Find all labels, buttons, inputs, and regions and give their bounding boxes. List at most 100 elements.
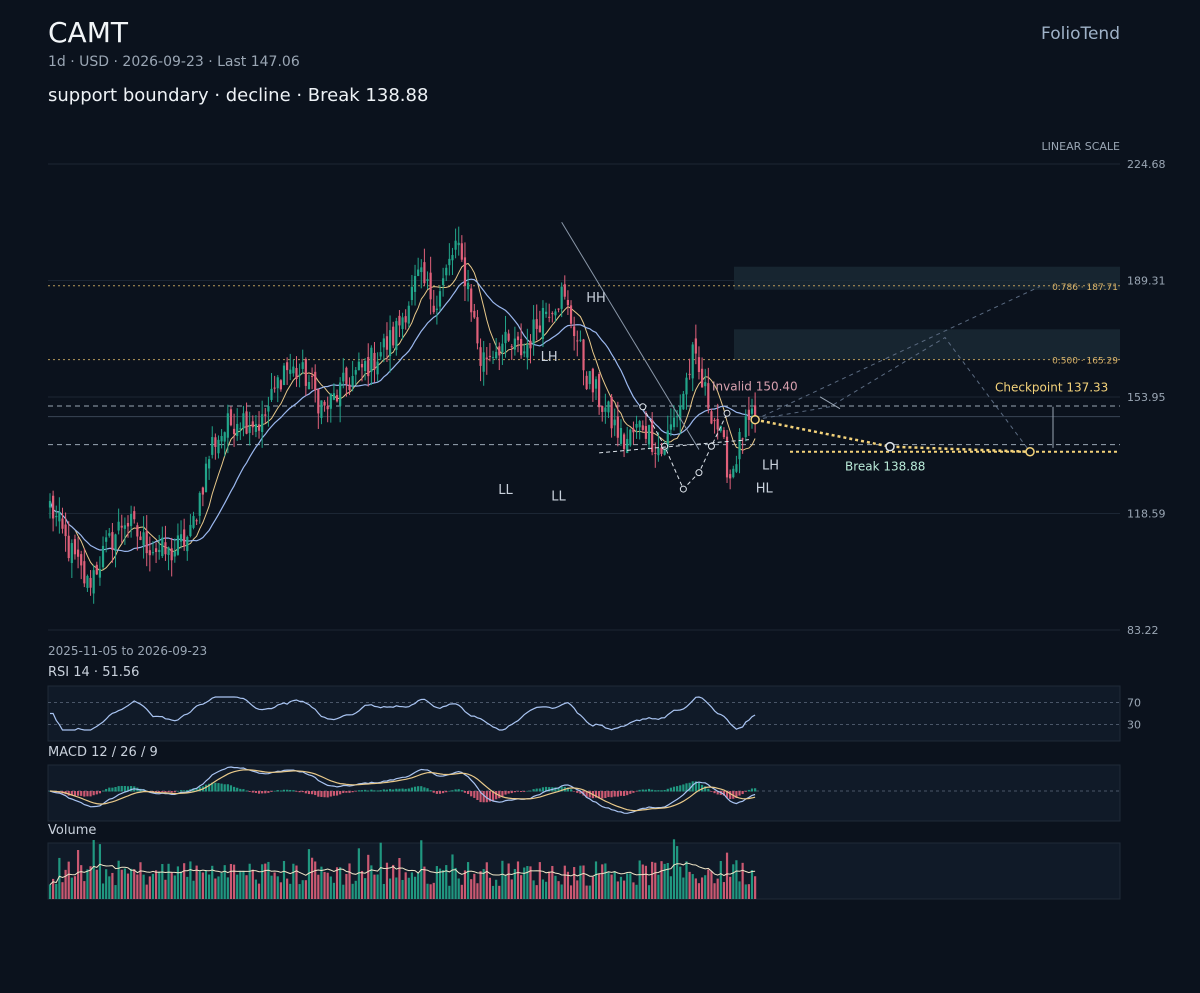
candle-body xyxy=(426,279,429,281)
macd-histogram-bar xyxy=(204,784,208,792)
macd-signal-line xyxy=(49,769,756,812)
macd-histogram-bar xyxy=(254,791,258,793)
volume-bar xyxy=(267,861,270,899)
candle-body xyxy=(114,534,117,552)
volume-bar xyxy=(254,879,258,899)
macd-histogram-bar xyxy=(304,791,307,794)
macd-histogram-bar xyxy=(357,790,360,792)
macd-histogram-bar xyxy=(685,783,688,792)
volume-bar xyxy=(120,869,123,899)
macd-histogram-bar xyxy=(398,788,401,792)
candle-body xyxy=(151,552,155,554)
volume-bar xyxy=(672,839,676,899)
date-range-label: 2025-11-05 to 2026-09-23 xyxy=(48,644,207,658)
macd-histogram-bar xyxy=(229,785,233,792)
pivot-label: LL xyxy=(498,483,513,498)
volume-bar xyxy=(276,876,279,899)
volume-bar xyxy=(626,873,629,899)
volume-ma-line xyxy=(49,862,756,885)
candle-body xyxy=(445,267,448,276)
macd-histogram-bar xyxy=(554,787,557,792)
volume-bar xyxy=(195,865,198,899)
macd-title: MACD 12 / 26 / 9 xyxy=(48,745,158,760)
candle-body xyxy=(279,380,282,390)
candle-body xyxy=(323,401,326,406)
candle-body xyxy=(254,423,258,432)
volume-bar xyxy=(257,883,261,899)
volume-bar xyxy=(179,871,183,899)
candle-body xyxy=(541,307,545,339)
volume-bar xyxy=(532,880,535,899)
volume-bar xyxy=(164,879,167,899)
pattern-outline xyxy=(642,406,728,490)
candle-body xyxy=(560,286,563,309)
macd-histogram-bar xyxy=(167,791,170,793)
volume-bar xyxy=(385,862,389,899)
candle-body xyxy=(170,548,173,561)
candle-body xyxy=(488,355,492,357)
volume-bar xyxy=(145,884,148,899)
macd-histogram-bar xyxy=(435,791,438,794)
candle-body xyxy=(173,551,176,557)
macd-histogram-bar xyxy=(245,790,248,792)
volume-bar xyxy=(607,872,610,899)
volume-bar xyxy=(622,880,626,899)
macd-histogram-bar xyxy=(641,789,644,792)
candle-body xyxy=(164,542,167,555)
macd-histogram-bar xyxy=(663,790,666,792)
volume-bar xyxy=(576,880,579,899)
candle-body xyxy=(722,430,726,438)
macd-histogram-bar xyxy=(251,791,254,793)
macd-histogram-bar xyxy=(676,786,679,792)
macd-histogram-bar xyxy=(364,789,367,792)
volume-bar xyxy=(360,870,364,899)
volume-bar xyxy=(101,883,105,899)
macd-panel: MACD 12 / 26 / 9 xyxy=(47,745,1121,822)
candle-body xyxy=(261,414,264,432)
candle-body xyxy=(208,459,211,469)
macd-histogram-bar xyxy=(242,789,245,792)
volume-bar xyxy=(647,885,651,899)
macd-histogram-bar xyxy=(644,789,648,792)
candle-body xyxy=(292,366,295,374)
candle-body xyxy=(117,521,120,531)
volume-bar xyxy=(488,877,492,899)
macd-histogram-bar xyxy=(339,791,342,795)
volume-bar xyxy=(273,872,276,899)
candle-body xyxy=(232,428,236,435)
macd-histogram-bar xyxy=(507,791,510,794)
volume-bar xyxy=(504,874,507,899)
candle-body xyxy=(339,382,342,407)
candle-body xyxy=(404,316,407,323)
candle-body xyxy=(454,240,457,250)
candle-body xyxy=(192,516,195,528)
macd-histogram-bar xyxy=(479,791,482,803)
pivot-label: LL xyxy=(551,489,566,504)
macd-histogram-bar xyxy=(585,791,588,798)
candle-body xyxy=(679,405,682,421)
candle-body xyxy=(273,387,276,389)
volume-bar xyxy=(495,879,498,899)
candle-body xyxy=(133,511,136,520)
candle-body xyxy=(289,369,292,374)
volume-bar xyxy=(70,877,73,899)
macd-histogram-bar xyxy=(454,789,457,792)
volume-bar xyxy=(457,878,460,899)
volume-bar xyxy=(220,872,223,899)
invalid-label: Invalid 150.40 xyxy=(712,380,798,394)
candle-body xyxy=(183,529,186,547)
macd-histogram-bar xyxy=(276,790,279,792)
candle-body xyxy=(142,532,145,546)
candle-body xyxy=(329,393,332,409)
candle-body xyxy=(582,339,585,371)
volume-bar xyxy=(232,864,236,899)
candle-body xyxy=(298,374,301,376)
volume-bar xyxy=(158,871,161,899)
rsi-line xyxy=(50,696,756,731)
macd-histogram-bar xyxy=(220,783,223,792)
target-zone xyxy=(734,266,1120,290)
candle-body xyxy=(691,344,694,379)
volume-bar xyxy=(588,885,591,899)
macd-histogram-bar xyxy=(332,791,336,796)
rsi-panel-bg xyxy=(47,685,1121,742)
